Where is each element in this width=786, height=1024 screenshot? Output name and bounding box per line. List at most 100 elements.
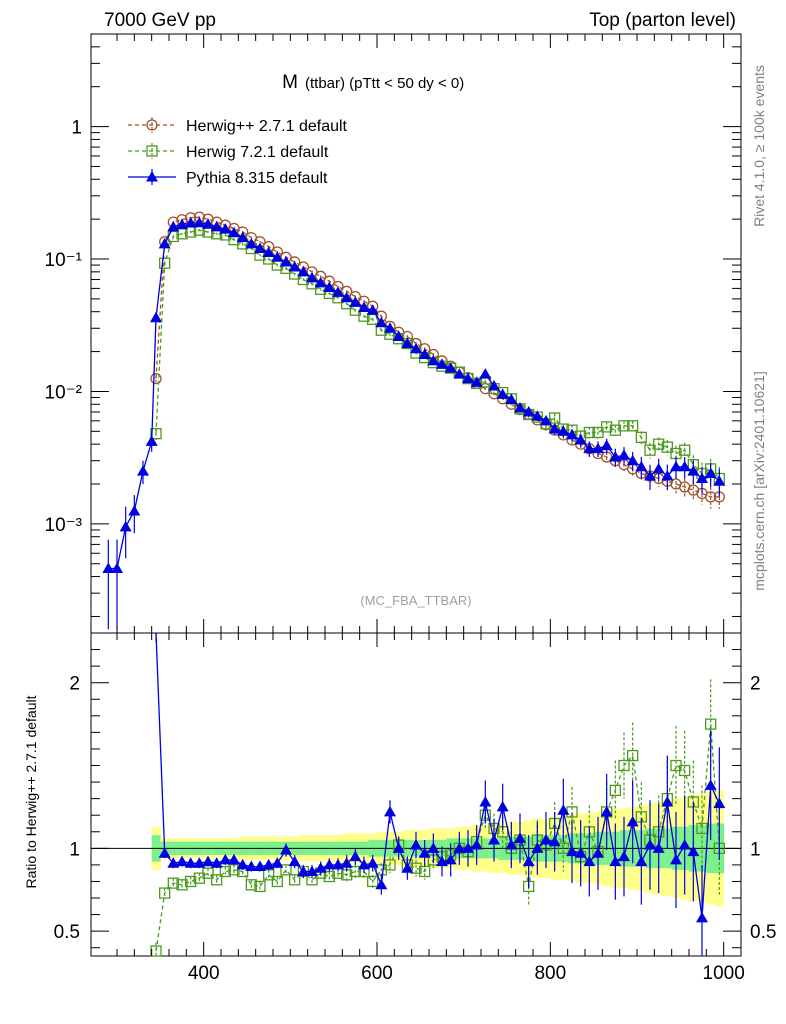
- chart-title-main: M: [282, 72, 298, 93]
- main-series-2-point: [340, 291, 353, 303]
- main-series-0-point: [150, 372, 162, 385]
- main-series-2-point: [644, 469, 656, 481]
- ratio-series-2-point: [410, 839, 422, 850]
- ratio-series-2-point: [670, 853, 682, 865]
- main-series-2-point: [479, 368, 492, 379]
- main-series-2-point: [410, 342, 422, 354]
- main-series-2-point: [670, 460, 682, 472]
- main-series-1-point: [549, 412, 561, 424]
- y-tick-label: 1: [71, 118, 82, 139]
- ratio-series-1-point: [384, 859, 396, 871]
- main-series-2-point: [496, 388, 509, 399]
- main-series-2-point: [574, 433, 587, 445]
- main-series-2-point: [306, 271, 318, 283]
- ratio-series-1-point: [254, 880, 266, 893]
- main-series-2-point: [453, 368, 466, 379]
- main-series-2-point: [202, 218, 214, 229]
- ratio-y-label: Ratio to Herwig++ 2.7.1 default: [23, 695, 39, 888]
- main-series-2-point: [366, 304, 379, 315]
- ratio-series-2-point: [427, 842, 440, 853]
- ratio-series-2-point: [479, 795, 492, 807]
- ratio-series-2-point: [496, 800, 509, 812]
- main-series-2-point: [297, 265, 310, 277]
- main-series-1-point: [661, 441, 673, 453]
- y-tick-label: 10⁻¹: [45, 250, 83, 271]
- main-series-2-point: [392, 330, 405, 341]
- y-tick-label: 0.5: [54, 922, 80, 943]
- main-series-2-point: [401, 337, 414, 349]
- ratio-series-2-point: [314, 862, 327, 873]
- x-tick-label: 800: [534, 963, 566, 984]
- main-series-2-point: [384, 322, 396, 333]
- main-series-1-point: [601, 421, 613, 433]
- collision-label: 7000 GeV pp: [104, 10, 216, 31]
- ratio-series-1-point: [271, 875, 283, 888]
- ratio-data-marks: [150, 632, 726, 957]
- analysis-tag: (MC_FBA_TTBAR): [360, 593, 471, 608]
- main-series-2-point: [696, 472, 708, 484]
- ratio-series-1-point: [410, 862, 422, 874]
- main-series-2-point: [245, 237, 258, 249]
- main-series-2-point: [687, 465, 700, 476]
- main-series-2-point: [332, 286, 344, 297]
- main-series-1-point: [679, 444, 691, 456]
- legend-marker: [146, 145, 158, 157]
- main-series-2-point: [600, 439, 613, 451]
- main-series-2-point: [678, 460, 691, 472]
- x-axis: 400 600 800 1000: [116, 34, 745, 984]
- ratio-series-2-point: [297, 865, 310, 877]
- ratio-series-2-point: [514, 832, 526, 843]
- ratio-series-1-point: [280, 864, 292, 876]
- ratio-series-2-point: [236, 858, 249, 870]
- ratio-series-2-point: [418, 847, 431, 858]
- main-series-2-point: [540, 414, 552, 426]
- main-series-2-point: [119, 520, 132, 532]
- main-series-2-point: [522, 405, 535, 417]
- ratio-series-2-point: [644, 839, 656, 850]
- legend: Herwig++ 2.7.1 default Herwig 7.2.1 defau…: [128, 117, 348, 187]
- main-series-2-point: [288, 261, 301, 272]
- ratio-series-1-point: [679, 764, 691, 777]
- ratio-series-2-point: [609, 855, 622, 867]
- x-tick-label: 400: [188, 963, 220, 984]
- ratio-series-1-point: [185, 875, 197, 888]
- ratio-series-2-point: [505, 839, 518, 850]
- ratio-series-2-point: [202, 855, 214, 867]
- rivet-label: Rivet 4.1.0, ≥ 100k events: [751, 65, 767, 227]
- ratio-series-2-point: [323, 858, 336, 870]
- main-series-2-point: [470, 376, 483, 387]
- ratio-series-2-point: [661, 795, 674, 807]
- ratio-series-1-point: [211, 874, 223, 886]
- main-series-2-point: [531, 410, 544, 421]
- ratio-series-1-point: [202, 867, 214, 879]
- main-series-2-point: [375, 316, 388, 328]
- ratio-series-2-point: [288, 855, 301, 867]
- main-series-1-point: [618, 420, 630, 432]
- main-series-2-point: [652, 462, 665, 474]
- ratio-series-1-point: [167, 877, 179, 889]
- ratio-series-1-point: [557, 842, 569, 854]
- ratio-series-2-point: [531, 842, 544, 853]
- ratio-series-2-point: [384, 805, 396, 817]
- y-tick-label: 10⁻³: [45, 515, 83, 536]
- ratio-series-2-point: [548, 835, 561, 847]
- ratio-panel: 2 2 1 1 0.5 0.5 Ratio to Herwig++ 2.7.1 defau…: [23, 632, 776, 957]
- main-series-1-point: [635, 431, 647, 444]
- legend-label: Pythia 8.315 default: [186, 170, 328, 187]
- main-series-2-point: [462, 372, 474, 384]
- ratio-series-2-point: [522, 855, 535, 867]
- ratio-series-1-point: [696, 822, 708, 835]
- ratio-series-2-point: [210, 857, 223, 868]
- ratio-series-1-point: [150, 945, 162, 957]
- ratio-series-2-point: [167, 857, 180, 868]
- ratio-series-2-point: [184, 857, 197, 868]
- main-series-2-point: [358, 301, 370, 313]
- main-series-2-point: [488, 379, 500, 391]
- ratio-series-1-point: [349, 865, 361, 878]
- main-series-2-point: [713, 475, 726, 486]
- main-series-2-point: [102, 562, 115, 574]
- ratio-series-2-point: [219, 853, 232, 865]
- ratio-series-2-point: [626, 815, 639, 827]
- main-series-2-point: [557, 425, 570, 436]
- main-series-2-point: [704, 467, 717, 479]
